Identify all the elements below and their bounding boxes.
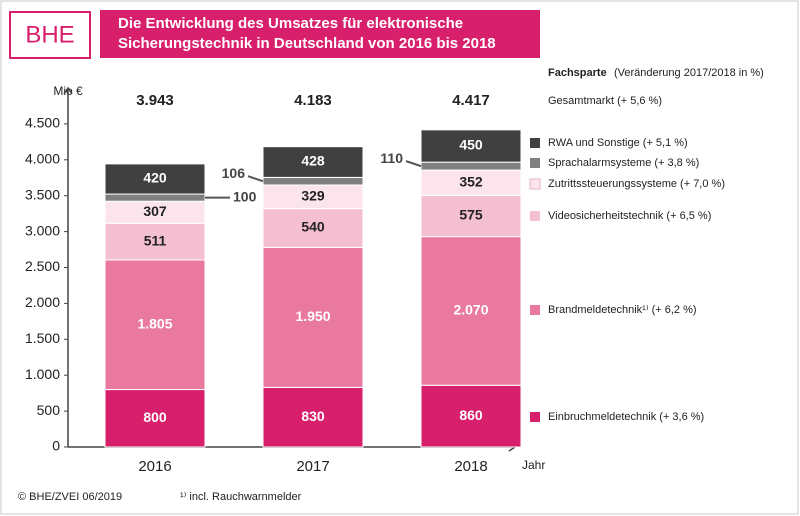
bar-segment (104, 259, 206, 391)
legend-label: Einbruchmeldetechnik (+ 3,6 %) (548, 411, 704, 423)
y-tick-label: 4.500 (25, 115, 60, 131)
value-label: 100 (233, 188, 257, 204)
bar-segment (420, 161, 522, 171)
value-label: 329 (301, 188, 325, 204)
value-label: 1.805 (137, 315, 172, 331)
value-label: 2.070 (453, 302, 488, 318)
bar-segment (262, 146, 364, 178)
value-label: 307 (143, 203, 167, 219)
bar-segment (104, 222, 206, 261)
value-label: 428 (301, 153, 325, 169)
total-legend: Gesamtmarkt (+ 5,6 %) (548, 95, 662, 107)
bar-segment (262, 176, 364, 186)
x-axis-label: Jahr (522, 458, 545, 472)
legend-title: Fachsparte (548, 67, 607, 79)
legend-label: RWA und Sonstige (+ 5,1 %) (548, 137, 688, 149)
bar-segment (420, 169, 522, 196)
y-axis-arrow (63, 86, 73, 95)
legend-label: Zutrittssteuerungssysteme (+ 7,0 %) (548, 178, 725, 190)
value-label: 800 (143, 409, 167, 425)
y-tick-label: 2.000 (25, 294, 60, 310)
legend-subtitle: (Veränderung 2017/2018 in %) (614, 67, 764, 79)
title: Sicherungstechnik in Deutschland von 201… (118, 35, 496, 52)
y-tick-label: 0 (52, 438, 60, 454)
bar-segment (104, 193, 206, 202)
y-tick-label: 1.000 (25, 366, 60, 382)
legend-label: Videosicherheitstechnik (+ 6,5 %) (548, 210, 711, 222)
title-box (100, 10, 540, 58)
legend-label: Sprachalarmsysteme (+ 3,8 %) (548, 157, 699, 169)
y-tick-label: 3.500 (25, 186, 60, 202)
value-label: 106 (222, 165, 246, 181)
y-tick-label: 2.500 (25, 258, 60, 274)
bar-segment (420, 384, 522, 448)
bar-segment (420, 129, 522, 163)
bar-segment (104, 389, 206, 448)
legend-swatch (529, 178, 541, 190)
total-label: 3.943 (136, 92, 174, 109)
value-label: 511 (144, 232, 167, 248)
bar-segment (420, 236, 522, 386)
bar-segment (104, 163, 206, 195)
value-label: 352 (459, 173, 483, 189)
value-label: 420 (143, 170, 167, 186)
bar-segment (420, 194, 522, 238)
value-label: 450 (459, 137, 483, 153)
legend-swatch (530, 158, 540, 168)
value-label: 110 (380, 150, 403, 166)
y-tick-label: 500 (37, 402, 61, 418)
value-label: 540 (301, 219, 325, 235)
legend-swatch (530, 211, 540, 221)
legend-swatch (530, 412, 540, 422)
footnote: ¹⁾ incl. Rauchwarnmelder (180, 491, 302, 503)
bar-segment (262, 246, 364, 388)
title: Die Entwicklung des Umsatzes für elektro… (118, 15, 463, 32)
bar-segment (262, 208, 364, 248)
x-tick-label: 2018 (454, 458, 487, 475)
legend-swatch (530, 138, 540, 148)
leader-line (247, 175, 264, 183)
x-tick-label: 2016 (138, 458, 171, 475)
legend-label: Brandmeldetechnik¹⁾ (+ 6,2 %) (548, 304, 697, 316)
y-tick-label: 4.000 (25, 151, 60, 167)
leader-line (405, 160, 422, 168)
value-label: 575 (459, 207, 483, 223)
total-label: 4.183 (294, 92, 332, 109)
value-label: 1.950 (295, 308, 330, 324)
x-tick-label: 2017 (296, 458, 329, 475)
logo: BHE (25, 21, 74, 48)
y-tick-label: 1.500 (25, 330, 60, 346)
bar-segment (262, 386, 364, 448)
y-tick-label: 3.000 (25, 222, 60, 238)
source: © BHE/ZVEI 06/2019 (18, 491, 122, 503)
logo-box (9, 11, 91, 59)
value-label: 860 (459, 407, 483, 423)
legend-swatch (530, 305, 540, 315)
total-label: 4.417 (452, 92, 490, 109)
value-label: 830 (301, 408, 325, 424)
